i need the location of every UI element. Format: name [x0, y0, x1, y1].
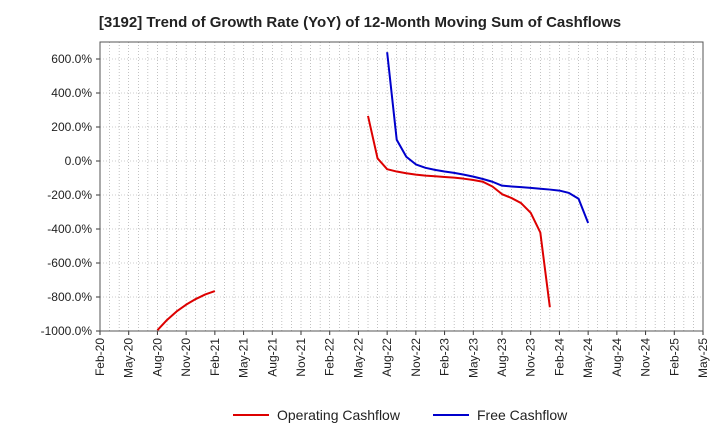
x-tick-label: Nov-20 — [179, 338, 193, 377]
x-tick-label: May-23 — [466, 338, 480, 378]
x-tick-label: Feb-21 — [208, 338, 222, 376]
x-tick-label: Feb-20 — [93, 338, 107, 376]
operating-cashflow-line — [367, 115, 551, 308]
x-tick-label: Feb-25 — [667, 338, 681, 376]
series-layer — [156, 52, 590, 331]
x-tick-label: Nov-23 — [524, 338, 538, 377]
x-tick-label: May-22 — [351, 338, 365, 378]
legend-layer: Operating Cashflow Free Cashflow — [233, 407, 568, 423]
free-cashflow-line — [386, 52, 590, 224]
x-tick-label: Nov-22 — [409, 338, 423, 377]
x-tick-label: May-25 — [696, 338, 710, 378]
y-tick-label: 600.0% — [51, 52, 92, 66]
x-tick-label: Aug-23 — [495, 338, 509, 377]
legend-label-operating-cashflow: Operating Cashflow — [277, 407, 401, 423]
x-tick-label: Aug-22 — [380, 338, 394, 377]
y-tick-label: 400.0% — [51, 86, 92, 100]
y-tick-label: -600.0% — [47, 256, 92, 270]
y-tick-label: 200.0% — [51, 120, 92, 134]
grid-layer — [100, 42, 703, 331]
y-tick-label: -800.0% — [47, 290, 92, 304]
x-tick-label: May-21 — [237, 338, 251, 378]
axis-layer: -1000.0% -800.0% -600.0% -400.0% -200.0% 0.0%… — [41, 41, 710, 378]
x-tick-label: May-20 — [122, 338, 136, 378]
y-tick-label: 0.0% — [65, 154, 93, 168]
x-tick-label: Nov-21 — [294, 338, 308, 377]
x-tick-label: Feb-22 — [323, 338, 337, 376]
x-tick-label: Aug-20 — [150, 338, 164, 377]
x-tick-label: May-24 — [581, 338, 595, 378]
x-tick-label: Aug-21 — [265, 338, 279, 377]
x-tick-label: Nov-24 — [639, 338, 653, 377]
y-tick-label: -200.0% — [47, 188, 92, 202]
y-tick-label: -400.0% — [47, 222, 92, 236]
x-tick-label: Feb-24 — [552, 338, 566, 376]
x-tick-label: Feb-23 — [438, 338, 452, 376]
chart-title: [3192] Trend of Growth Rate (YoY) of 12-… — [98, 14, 622, 31]
y-tick-label: -1000.0% — [41, 324, 93, 338]
plot-area — [100, 42, 703, 331]
operating-cashflow-line — [156, 290, 216, 331]
x-tick-label: Aug-24 — [610, 338, 624, 377]
legend-label-free-cashflow: Free Cashflow — [477, 407, 568, 423]
plot-frame — [99, 41, 704, 332]
